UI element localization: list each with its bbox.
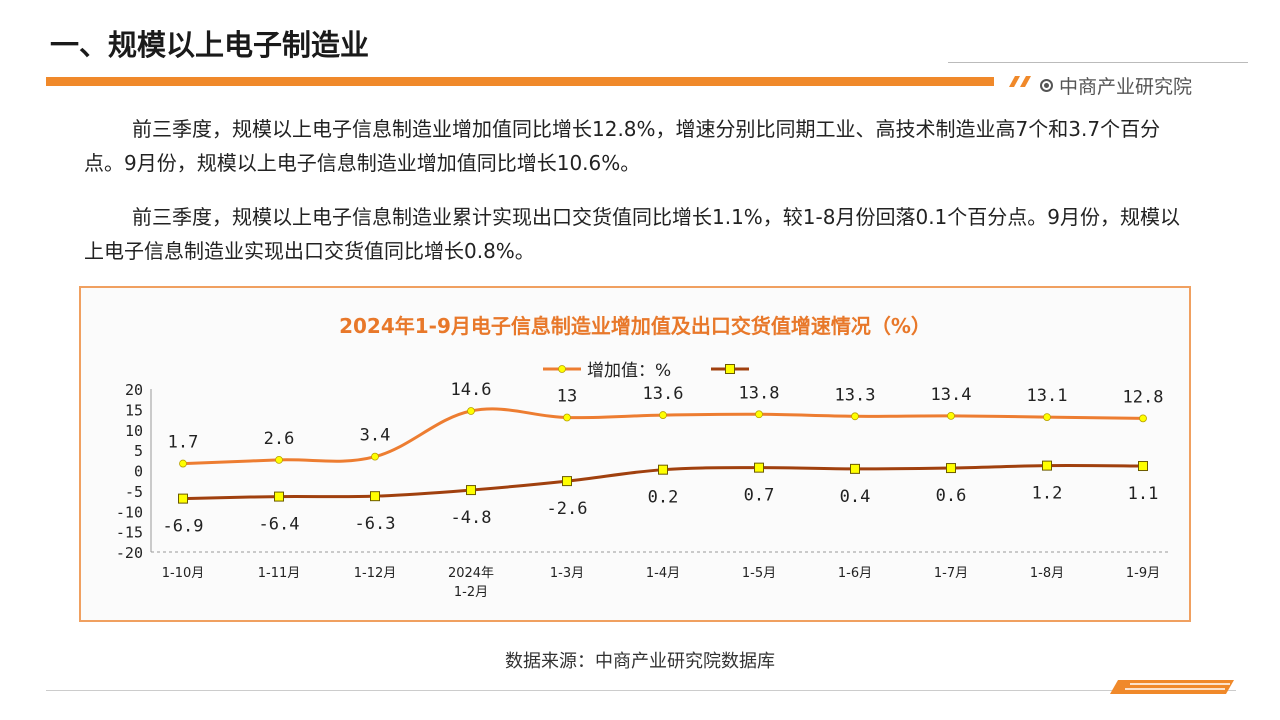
data-point-value-added (275, 456, 283, 464)
y-tick-label: -15 (116, 524, 143, 542)
y-tick-label: 15 (125, 401, 143, 419)
data-label-export: -6.4 (259, 515, 300, 535)
y-tick-label: 0 (134, 463, 143, 481)
brand-logo-icon (1040, 79, 1053, 92)
data-label-export: 0.6 (936, 486, 967, 506)
brand-logo-text: 中商产业研究院 (1059, 76, 1193, 98)
data-point-value-added (755, 410, 763, 419)
data-label-value-added: 14.6 (451, 380, 492, 400)
data-point-export (274, 491, 284, 502)
data-point-export (850, 463, 860, 474)
data-point-value-added (851, 412, 859, 421)
data-point-export (1042, 460, 1052, 471)
data-label-export: -2.6 (547, 499, 588, 519)
x-tick-label: 1-8月 (1030, 566, 1064, 581)
data-point-value-added (467, 407, 475, 415)
data-point-value-added (947, 411, 955, 420)
x-tick-label: 1-12月 (354, 566, 397, 581)
paragraph-2: 前三季度，规模以上电子信息制造业累计实现出口交货值同比增长1.1%，较1-8月份… (84, 205, 1181, 263)
x-tick-label: 2024年 (448, 566, 494, 581)
x-tick-label: 1-7月 (934, 566, 968, 581)
header-decor-line (948, 62, 1248, 63)
footer-stripes-icon (1110, 680, 1234, 694)
data-label-value-added: 1.7 (168, 433, 199, 453)
line-chart: 20 15 10 5 0 -5 -10 -15 -20 1-10月 1-11月 1-12月 2024年 1… (116, 361, 1171, 600)
x-tick-label: 1-10月 (162, 566, 205, 581)
legend-marker-export (725, 364, 735, 374)
data-point-value-added (659, 411, 667, 419)
data-point-value-added (179, 459, 187, 468)
data-label-export: 1.1 (1128, 484, 1159, 504)
title-underline-bar (46, 77, 994, 86)
data-label-value-added: 13.8 (739, 383, 780, 403)
data-point-export (370, 491, 380, 502)
data-label-export: 1.2 (1032, 484, 1063, 504)
chart-container: 2024年1-9月电子信息制造业增加值及出口交货值增速情况（%） 20 15 10 5… (79, 286, 1191, 622)
x-tick-label: 1-6月 (838, 566, 872, 581)
data-point-export (1138, 461, 1148, 472)
y-tick-label: 10 (125, 422, 143, 440)
data-point-value-added (563, 413, 571, 422)
y-tick-label: 20 (125, 381, 143, 399)
x-tick-label: 1-11月 (258, 566, 301, 581)
y-tick-label: -5 (125, 483, 143, 501)
data-point-export (946, 463, 956, 474)
data-point-value-added (1043, 413, 1051, 422)
data-label-export: 0.7 (744, 486, 775, 506)
data-label-value-added: 3.4 (360, 426, 391, 446)
y-tick-label: -10 (116, 503, 143, 521)
stripes-decor-icon (1009, 76, 1031, 87)
data-label-value-added: 13.3 (835, 385, 876, 405)
footer-line (46, 690, 1236, 691)
data-label-export: -6.9 (163, 517, 204, 537)
x-tick-label: 1-9月 (1126, 566, 1160, 581)
data-point-value-added (371, 452, 379, 461)
paragraph-1: 前三季度，规模以上电子信息制造业增加值同比增长12.8%，增速分别比同期工业、高… (84, 117, 1161, 175)
legend-label-value-added: 增加值：% (587, 361, 671, 381)
x-tick-label: 1-4月 (646, 566, 680, 581)
x-tick-label: 1-2月 (454, 585, 488, 600)
data-label-value-added: 13.4 (931, 385, 972, 405)
legend-marker-value-added (558, 365, 566, 373)
data-label-value-added: 12.8 (1123, 387, 1164, 407)
data-source-note: 数据来源：中商产业研究院数据库 (505, 651, 775, 672)
data-label-value-added: 13.6 (643, 384, 684, 404)
data-point-export (754, 462, 764, 473)
y-tick-label: 5 (134, 442, 143, 460)
data-label-export: 0.4 (840, 487, 871, 507)
y-tick-label: -20 (116, 544, 143, 562)
data-point-export (562, 476, 572, 487)
x-tick-label: 1-3月 (550, 566, 584, 581)
page-title: 一、规模以上电子制造业 (50, 28, 370, 62)
data-label-value-added: 13 (557, 387, 577, 407)
data-label-export: -6.3 (355, 514, 396, 534)
data-label-value-added: 13.1 (1027, 386, 1068, 406)
data-label-export: -4.8 (451, 508, 492, 528)
data-point-export (466, 485, 476, 496)
x-tick-label: 1-5月 (742, 566, 776, 581)
data-label-export: 0.2 (648, 488, 679, 508)
chart-title: 2024年1-9月电子信息制造业增加值及出口交货值增速情况（%） (339, 314, 931, 338)
brand-logo: 中商产业研究院 (1040, 72, 1192, 99)
data-point-export (658, 464, 668, 475)
data-label-value-added: 2.6 (264, 429, 295, 449)
data-point-value-added (1139, 414, 1147, 423)
data-point-export (178, 493, 188, 504)
